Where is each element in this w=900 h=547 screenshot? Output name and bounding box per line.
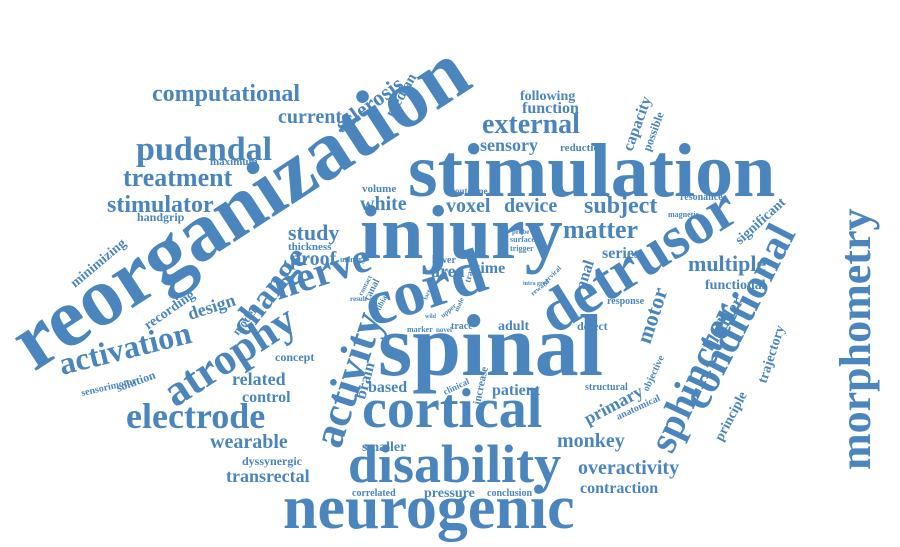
word-grey: grey: [537, 281, 548, 287]
word-result: result: [350, 295, 368, 303]
word-subject: subject: [584, 193, 657, 219]
word-detect: detect: [577, 319, 608, 333]
word-thickness: thickness: [288, 241, 332, 253]
word-stimulation: stimulation: [408, 129, 775, 213]
word-marker: marker: [407, 325, 433, 334]
word-neurogenic: neurogenic: [283, 474, 575, 542]
word-cortical: cortical: [362, 378, 542, 440]
word-patient: patient: [492, 382, 541, 399]
word-related: related: [232, 369, 286, 389]
word-function: function: [522, 100, 579, 117]
word-outcome: outcome: [455, 186, 488, 196]
word-current: current: [278, 106, 342, 128]
word-white: white: [360, 193, 407, 215]
word-morphometry: morphometry: [831, 209, 880, 471]
word-lower: lower: [432, 255, 456, 266]
word-series: series: [602, 245, 640, 262]
word-wild: wild: [425, 314, 437, 320]
word-computational: computational: [152, 81, 300, 107]
word-contraction: contraction: [580, 480, 658, 497]
word-matter: matter: [563, 215, 638, 244]
word-pudendal: pudendal: [136, 131, 272, 168]
word-pressure: pressure: [424, 486, 475, 501]
word-reduction: reduction: [560, 142, 605, 154]
word-transrectal: transrectal: [226, 466, 310, 486]
word-spinal: spinal: [378, 298, 603, 395]
word-area: area: [431, 261, 465, 281]
word-concept: concept: [275, 350, 314, 364]
word-handgrip: handgrip: [137, 210, 185, 224]
word-structural: structural: [585, 382, 628, 393]
word-wearable: wearable: [210, 431, 288, 453]
word-trigger: trigger: [510, 244, 534, 253]
word-tran: tran: [462, 265, 476, 284]
word-volume: volume: [362, 183, 396, 195]
word-electrode: electrode: [126, 396, 265, 436]
word-stimulator: stimulator: [107, 192, 214, 218]
word-urinary: urinary: [340, 255, 366, 264]
word-conclusion: conclusion: [487, 488, 532, 499]
word-based: based: [368, 379, 407, 396]
word-probe: probe: [512, 228, 529, 236]
word-external: external: [482, 109, 580, 140]
word-device: device: [504, 195, 557, 217]
word-resonance: resonance: [680, 192, 723, 203]
word-smaller: smaller: [362, 440, 406, 455]
word-intra: intra: [523, 281, 536, 287]
word-proof: proof: [290, 248, 337, 270]
word-trajectory: trajectory: [756, 324, 789, 386]
word-dyssynergic: dyssynergic: [242, 454, 303, 468]
word-overactivity: overactivity: [578, 457, 679, 479]
word-face: face: [423, 289, 432, 301]
word-correlated: correlated: [352, 488, 396, 499]
word-surface: surface: [510, 235, 535, 244]
word-injury: injury: [360, 191, 563, 275]
word-trace: trace: [451, 321, 473, 332]
word-treatment: treatment: [123, 163, 233, 192]
word-novel: novel: [436, 326, 452, 334]
word-rectal: rectal: [405, 233, 420, 259]
word-study: study: [288, 220, 339, 245]
word-magnetic: magnetic: [668, 210, 700, 219]
word-following: following: [520, 89, 575, 104]
word-multiple: multiple: [688, 251, 766, 276]
word-monkey: monkey: [557, 430, 625, 452]
word-sensory: sensory: [480, 135, 538, 155]
word-disability: disability: [348, 434, 561, 494]
word-time: time: [475, 260, 505, 277]
word-control: control: [242, 389, 291, 406]
word-voxel: voxel: [446, 195, 491, 217]
word-adult: adult: [498, 319, 529, 334]
word-functional: functional: [705, 278, 766, 293]
word-response: response: [607, 296, 645, 307]
word-maximum: maximum: [210, 156, 258, 168]
